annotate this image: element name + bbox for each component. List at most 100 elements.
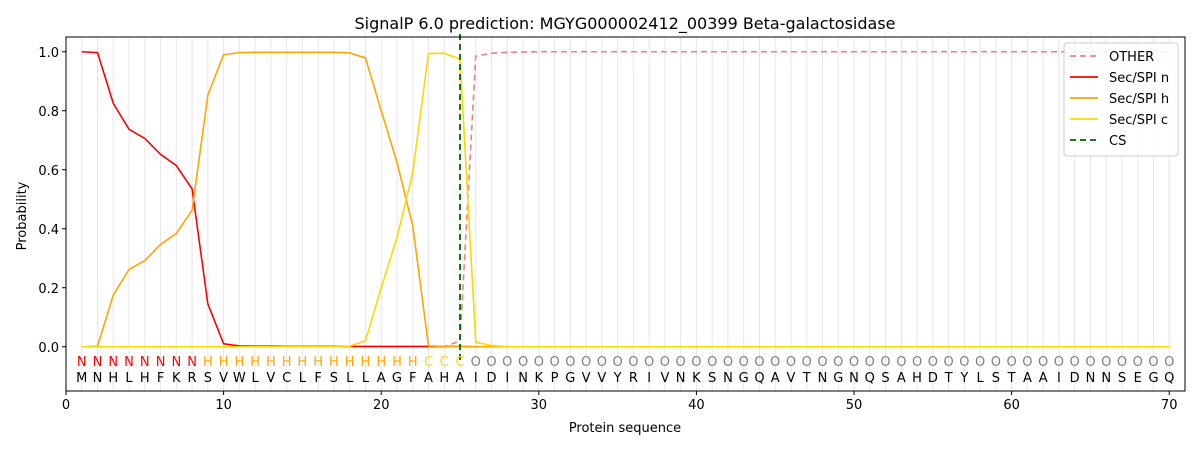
region-label: O <box>1038 355 1048 370</box>
x-tick-label: 40 <box>688 398 705 413</box>
region-label: O <box>786 355 796 370</box>
chart-title: SignalP 6.0 prediction: MGYG000002412_00… <box>354 14 895 34</box>
residue-letter: F <box>409 371 416 386</box>
region-label: N <box>156 355 166 370</box>
region-label: O <box>959 355 969 370</box>
x-tick-label: 70 <box>1161 398 1178 413</box>
residue-letter: H <box>912 371 922 386</box>
region-label: N <box>140 355 150 370</box>
residue-letter: Q <box>1164 371 1174 386</box>
x-tick-label: 0 <box>62 398 70 413</box>
residue-letter: A <box>424 371 433 386</box>
plot-frame <box>65 36 1186 392</box>
residue-letter: S <box>330 371 338 386</box>
region-label: H <box>282 355 292 370</box>
residue-letter: I <box>505 371 509 386</box>
series-layer <box>81 34 1170 361</box>
region-label: O <box>676 355 686 370</box>
region-label: O <box>518 355 528 370</box>
region-label: O <box>991 355 1001 370</box>
region-label: N <box>93 355 103 370</box>
region-label: O <box>581 355 591 370</box>
region-label: O <box>865 355 875 370</box>
region-label: O <box>770 355 780 370</box>
residue-letter: L <box>125 371 133 386</box>
region-label: O <box>471 355 481 370</box>
legend-label: OTHER <box>1109 50 1154 65</box>
region-label: O <box>628 355 638 370</box>
residue-letter: S <box>1118 371 1126 386</box>
residue-letter: N <box>676 371 686 386</box>
region-label: O <box>549 355 559 370</box>
residue-letter: S <box>204 371 212 386</box>
region-label: N <box>187 355 197 370</box>
region-label: O <box>975 355 985 370</box>
residue-letter: G <box>392 371 402 386</box>
region-label: N <box>171 355 181 370</box>
region-label: O <box>1054 355 1064 370</box>
region-label: N <box>108 355 118 370</box>
region-label: N <box>124 355 134 370</box>
region-label: O <box>896 355 906 370</box>
residue-letter: I <box>474 371 478 386</box>
residue-letter: A <box>771 371 780 386</box>
legend-label: Sec/SPI h <box>1109 92 1169 107</box>
legend-label: CS <box>1109 134 1126 149</box>
residue-letter: G <box>1148 371 1158 386</box>
x-tick-label: 20 <box>373 398 390 413</box>
y-tick-label: 0.0 <box>38 341 59 356</box>
residue-letter: L <box>976 371 984 386</box>
region-label: O <box>833 355 843 370</box>
region-label: O <box>943 355 953 370</box>
region-label: O <box>802 355 812 370</box>
legend: OTHER Sec/SPI n Sec/SPI h Sec/SPI c CS <box>1063 42 1179 157</box>
residue-letter: T <box>1007 371 1016 386</box>
residue-letter: V <box>219 371 228 386</box>
region-label: O <box>723 355 733 370</box>
residue-letter: H <box>439 371 449 386</box>
y-tick-label: 0.6 <box>38 164 59 179</box>
residue-letter: A <box>1039 371 1048 386</box>
region-label: H <box>376 355 386 370</box>
residue-letter: G <box>739 371 749 386</box>
residue-letter: K <box>692 371 701 386</box>
sequence-layer: NMNNNHNLNHNFNKNRHSHVHWHLHVHCHLHFHSHLHLHA… <box>76 355 1174 386</box>
residue-letter: T <box>802 371 811 386</box>
y-tick-label: 0.4 <box>38 223 59 238</box>
legend-label: Sec/SPI n <box>1109 71 1169 86</box>
region-label: H <box>408 355 418 370</box>
region-label: O <box>660 355 670 370</box>
residue-letter: H <box>108 371 118 386</box>
residue-letter: V <box>787 371 796 386</box>
residue-letter: M <box>76 371 87 386</box>
region-label: O <box>707 355 717 370</box>
residue-letter: W <box>233 371 246 386</box>
region-label: O <box>691 355 701 370</box>
x-axis-label: Protein sequence <box>569 421 681 436</box>
residue-letter: N <box>518 371 528 386</box>
region-label: O <box>1117 355 1127 370</box>
region-label: N <box>77 355 87 370</box>
legend-box <box>1063 42 1179 157</box>
residue-letter: N <box>93 371 103 386</box>
region-label: O <box>739 355 749 370</box>
residue-letter: V <box>660 371 669 386</box>
y-tick-label: 1.0 <box>38 46 59 61</box>
residue-letter: N <box>723 371 733 386</box>
residue-letter: D <box>928 371 938 386</box>
region-label: O <box>502 355 512 370</box>
residue-letter: G <box>833 371 843 386</box>
residue-letter: A <box>456 371 465 386</box>
residue-letter: Y <box>613 371 622 386</box>
residue-letter: S <box>992 371 1000 386</box>
residue-letter: L <box>362 371 370 386</box>
region-label: O <box>1070 355 1080 370</box>
legend-label: Sec/SPI c <box>1109 113 1168 128</box>
residue-letter: P <box>551 371 559 386</box>
residue-letter: D <box>1070 371 1080 386</box>
region-label: H <box>345 355 355 370</box>
residue-letter: A <box>377 371 386 386</box>
residue-letter: N <box>849 371 859 386</box>
region-label: O <box>754 355 764 370</box>
